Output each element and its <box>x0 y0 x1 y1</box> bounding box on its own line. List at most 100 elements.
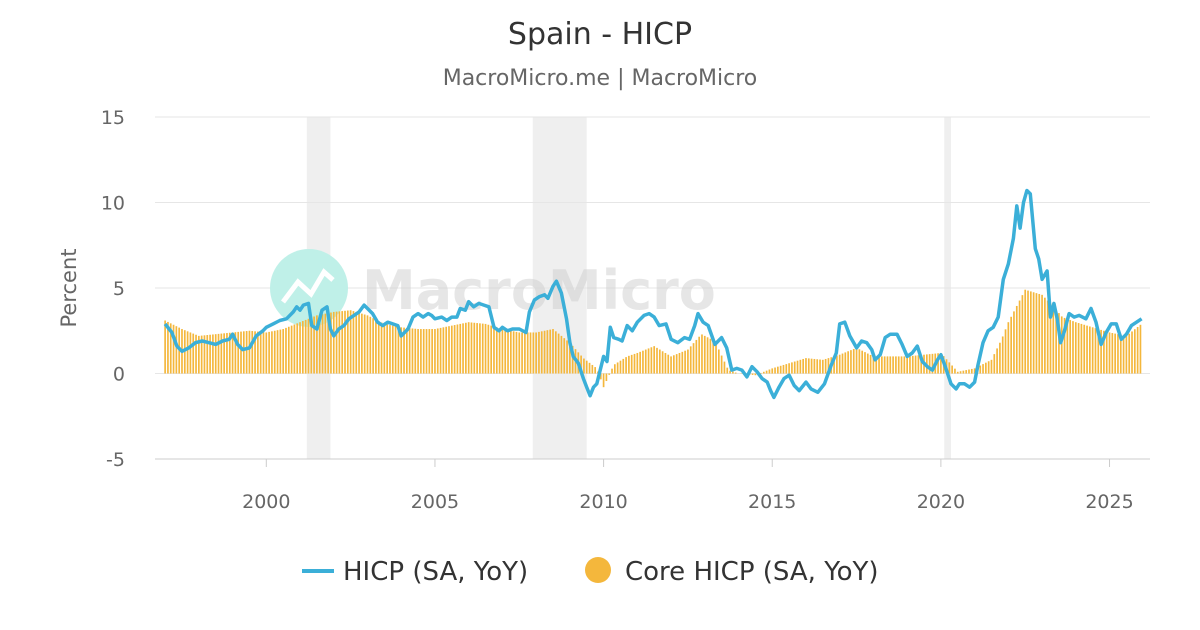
core-hicp-bar <box>1133 329 1136 374</box>
core-hicp-bar <box>203 335 206 374</box>
core-hicp-bar <box>1046 300 1049 374</box>
core-hicp-bar <box>526 332 529 374</box>
core-hicp-bar <box>1097 329 1100 374</box>
core-hicp-bar <box>1055 309 1057 374</box>
core-hicp-bar <box>195 334 197 374</box>
core-hicp-bar <box>802 358 804 374</box>
core-hicp-bar <box>985 362 987 374</box>
y-tick-label: 5 <box>113 278 125 300</box>
core-hicp-bar <box>644 349 647 374</box>
core-hicp-bar <box>706 337 709 374</box>
core-hicp-bar <box>212 334 214 374</box>
core-hicp-bar <box>1077 323 1080 374</box>
core-hicp-bar <box>467 322 470 374</box>
core-hicp-bar <box>987 361 990 374</box>
core-hicp-bar <box>914 355 917 374</box>
core-hicp-bar <box>1111 333 1114 374</box>
core-hicp-bar <box>689 346 692 374</box>
core-hicp-bar <box>675 354 678 374</box>
legend-circle-icon <box>585 557 611 583</box>
core-hicp-bar <box>192 333 195 374</box>
core-hicp-bar <box>172 324 175 374</box>
x-tick-label: 2005 <box>411 491 459 513</box>
watermark-trend-icon <box>281 268 335 304</box>
core-hicp-bar <box>262 332 265 374</box>
core-hicp-bar <box>462 323 464 374</box>
core-hicp-bar <box>968 369 970 374</box>
core-hicp-bar <box>420 329 422 374</box>
core-hicp-bar <box>248 330 251 374</box>
core-hicp-bar <box>167 321 169 374</box>
core-hicp-bar <box>1063 317 1066 374</box>
core-hicp-bar <box>844 352 847 374</box>
core-hicp-bar <box>344 310 346 374</box>
core-hicp-bar <box>656 347 658 374</box>
core-hicp-bar <box>257 331 259 374</box>
core-hicp-bar <box>768 369 771 374</box>
core-hicp-bar <box>664 352 667 374</box>
core-hicp-bar <box>1010 316 1012 374</box>
core-hicp-bar <box>847 351 849 374</box>
core-hicp-bar <box>276 330 279 374</box>
core-hicp-bar <box>234 332 237 374</box>
x-tick-label: 2000 <box>242 491 290 513</box>
legend-item-core-hicp[interactable]: Core HICP (SA, YoY) <box>585 557 879 587</box>
core-hicp-bar <box>999 342 1001 374</box>
core-hicp-bar <box>338 311 341 374</box>
core-hicp-bar <box>900 356 903 374</box>
core-hicp-bar <box>667 354 670 374</box>
core-hicp-bar <box>1114 333 1116 374</box>
core-hicp-bar <box>363 314 366 374</box>
core-hicp-bar <box>625 357 627 374</box>
core-hicp-bar <box>1136 327 1139 374</box>
core-hicp-bar <box>307 318 310 374</box>
core-hicp-bar <box>324 313 327 374</box>
core-hicp-bar <box>242 331 245 374</box>
core-hicp-bar <box>304 319 307 374</box>
core-hicp-bar <box>956 371 959 374</box>
core-hicp-bar <box>715 343 717 374</box>
core-hicp-bar <box>965 370 968 374</box>
core-hicp-bar <box>352 311 355 374</box>
core-hicp-bar <box>838 354 841 374</box>
core-hicp-bar <box>805 358 807 374</box>
core-hicp-bar <box>487 324 490 374</box>
core-hicp-bar <box>726 367 729 374</box>
x-tick-label: 2015 <box>748 491 796 513</box>
core-hicp-bar <box>720 355 723 374</box>
core-hicp-bar <box>563 338 566 374</box>
core-hicp-bar <box>198 335 200 374</box>
core-hicp-bar <box>819 359 821 374</box>
core-hicp-bar <box>774 367 776 374</box>
core-hicp-bar <box>346 310 349 374</box>
core-hicp-bar <box>765 370 768 374</box>
core-hicp-bar <box>861 350 864 374</box>
legend-item-hicp[interactable]: HICP (SA, YoY) <box>302 557 528 587</box>
core-hicp-bar <box>330 312 332 374</box>
core-hicp-bar <box>490 325 493 374</box>
core-hicp-bar <box>712 340 715 374</box>
core-hicp-bar <box>889 356 892 374</box>
core-hicp-bar <box>928 354 931 374</box>
core-hicp-bar <box>653 346 656 374</box>
core-hicp-bar <box>970 368 973 374</box>
core-hicp-bar <box>417 329 419 374</box>
core-hicp-bar <box>1015 305 1018 374</box>
core-hicp-bar <box>394 326 397 374</box>
core-hicp-bar <box>403 327 405 374</box>
core-hicp-bar <box>754 373 757 376</box>
core-hicp-bar <box>585 360 588 374</box>
core-hicp-bar <box>636 352 639 374</box>
core-hicp-bar <box>327 313 329 374</box>
core-hicp-bar <box>282 329 285 374</box>
core-hicp-bar <box>484 323 487 374</box>
hicp-line-series <box>163 188 1143 400</box>
core-hicp-bar <box>684 350 686 374</box>
core-hicp-bar <box>799 359 802 374</box>
core-hicp-bar <box>920 354 923 374</box>
x-tick-label: 2020 <box>917 491 965 513</box>
hicp-line[interactable] <box>163 188 1143 400</box>
core-hicp-bar <box>852 348 855 374</box>
y-axis-ticks: 15 10 5 0 -5 <box>101 107 125 471</box>
core-hicp-bar <box>580 355 582 374</box>
